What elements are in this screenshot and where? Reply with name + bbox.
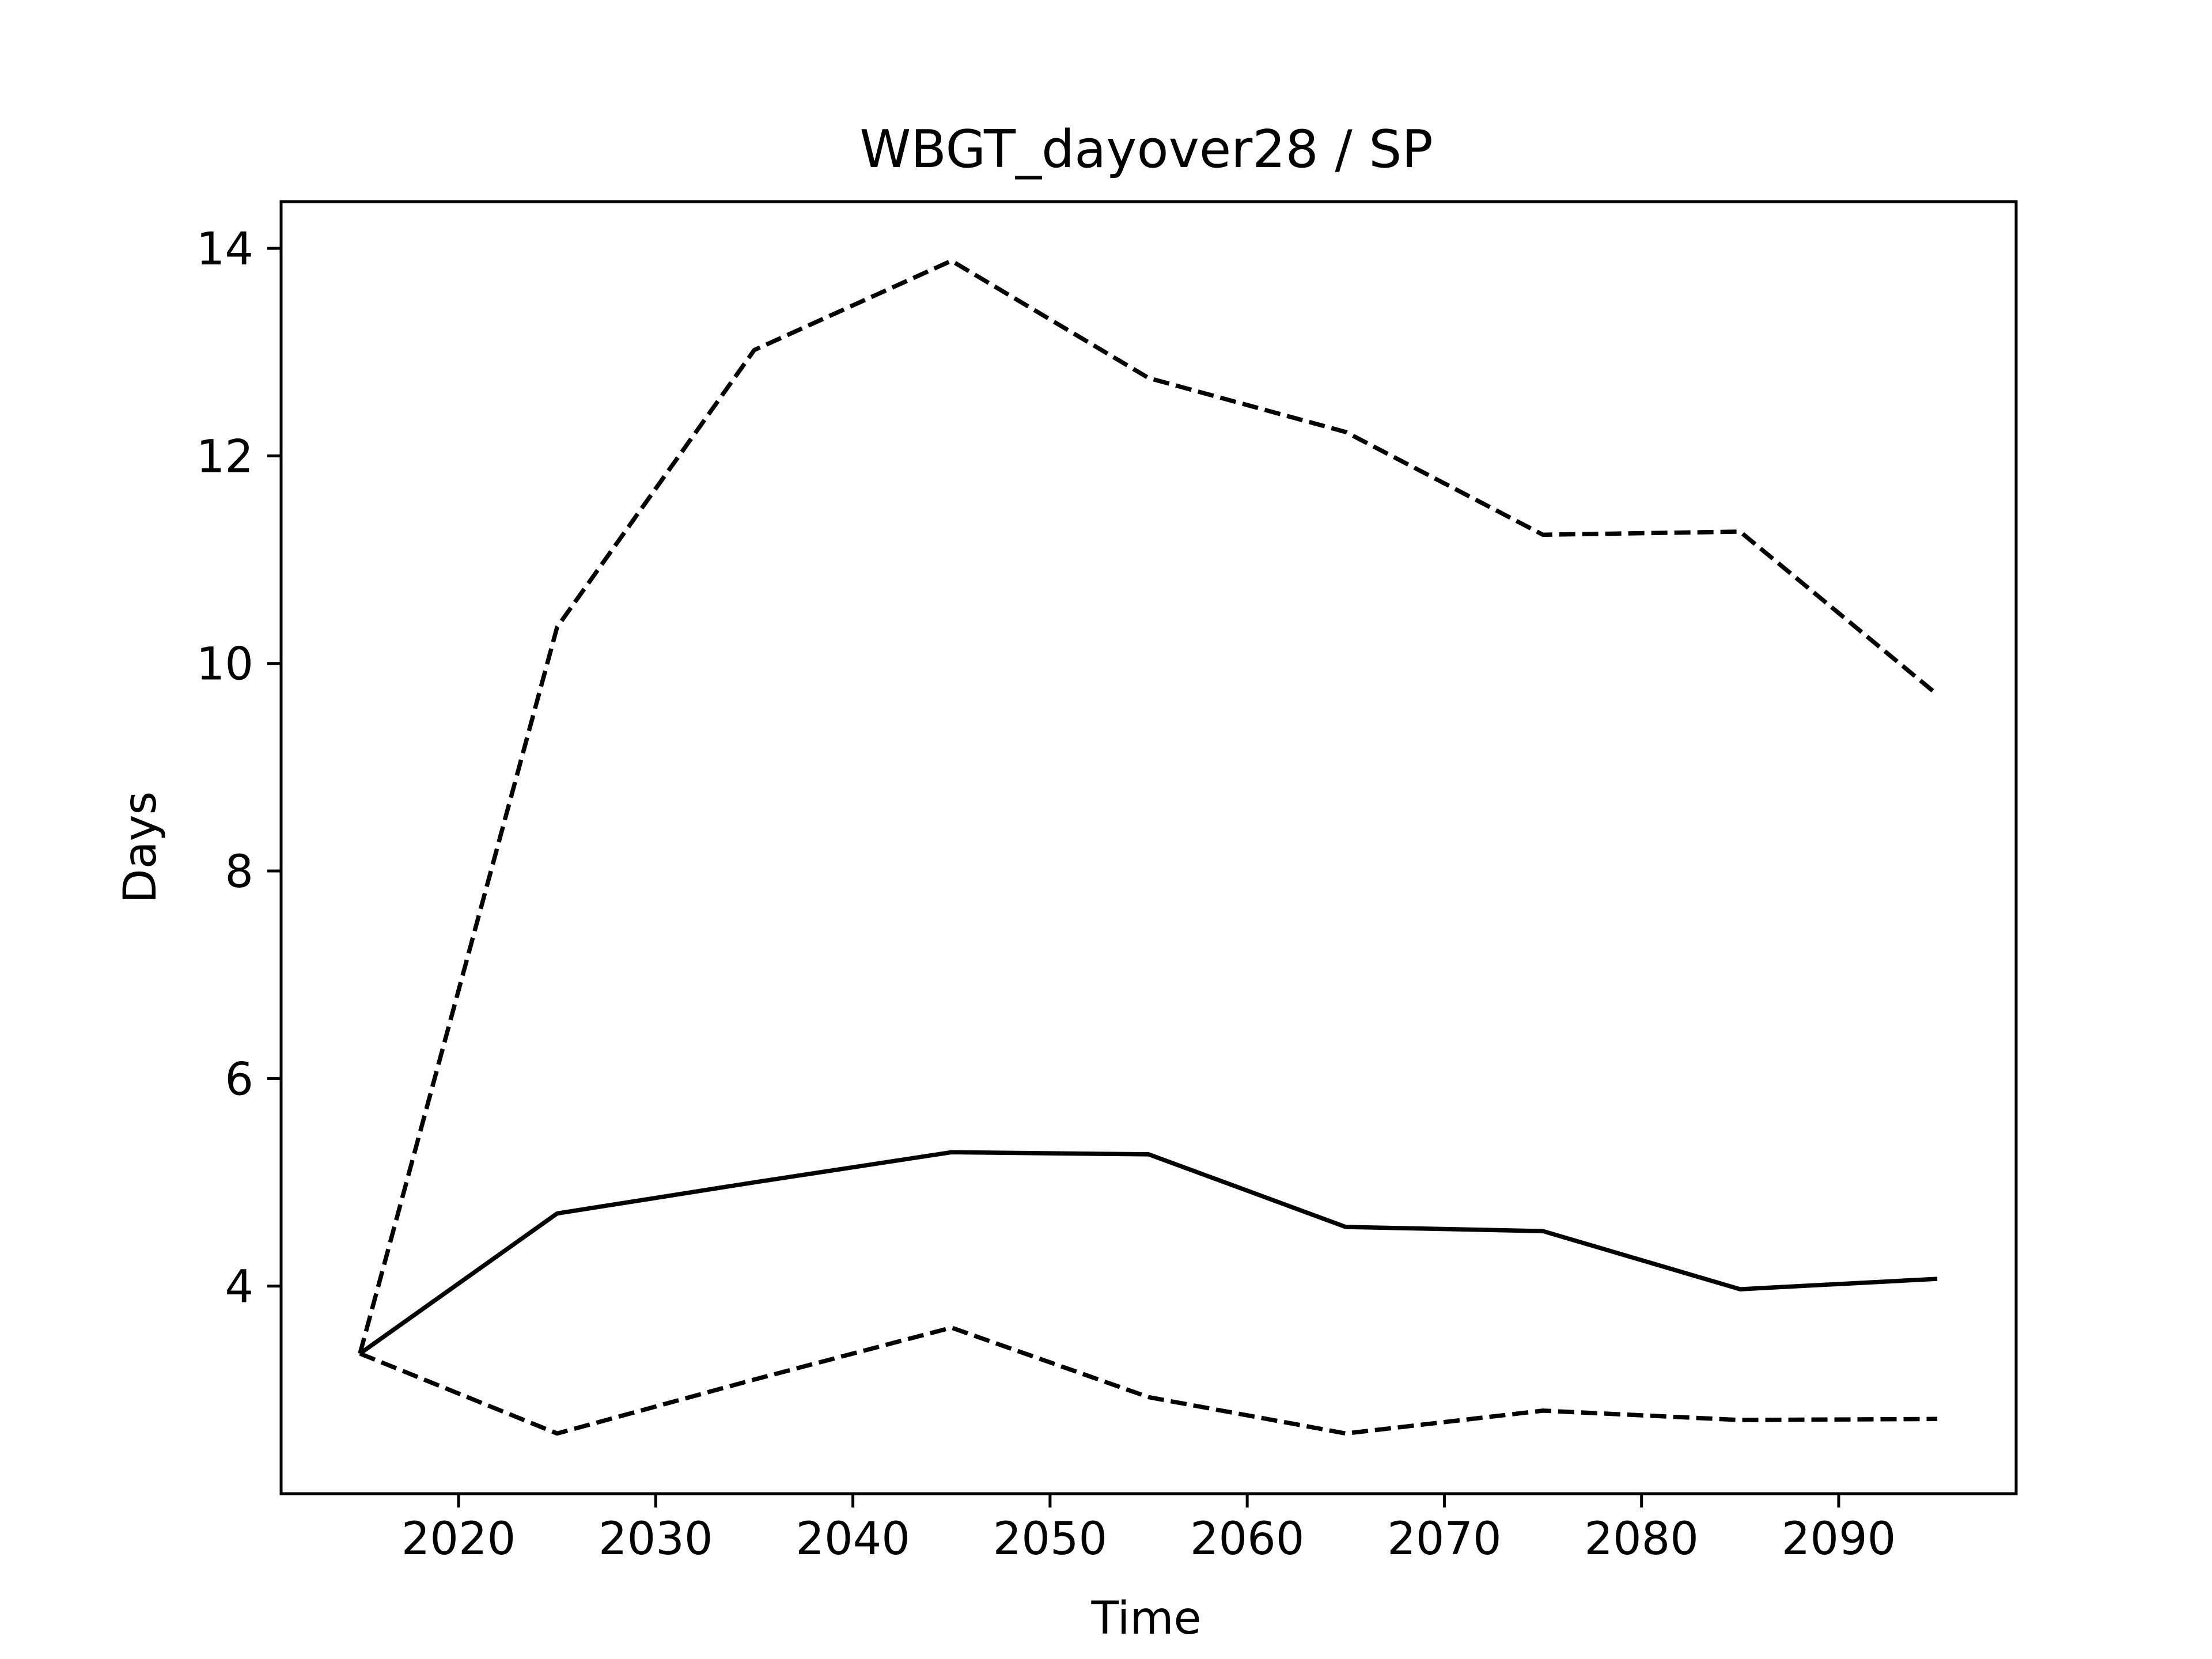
plot-area xyxy=(358,258,1939,1436)
axes-frame xyxy=(279,200,2018,1495)
y-tick-label: 4 xyxy=(225,1262,253,1313)
y-tick-label: 8 xyxy=(225,846,253,898)
x-tick-label: 2040 xyxy=(796,1513,910,1565)
y-axis-label: Days xyxy=(115,791,166,904)
series-line-lower xyxy=(359,1325,1938,1436)
x-axis-label: Time xyxy=(1091,1593,1202,1645)
x-tick-label: 2020 xyxy=(402,1513,516,1565)
y-tick-label: 12 xyxy=(196,431,253,483)
x-tick-label: 2030 xyxy=(599,1513,713,1565)
x-tick-label: 2070 xyxy=(1387,1513,1502,1565)
x-tick-label: 2050 xyxy=(993,1513,1108,1565)
x-tick-label: 2080 xyxy=(1584,1513,1699,1565)
x-tick-label: 2090 xyxy=(1782,1513,1896,1565)
y-tick-label: 10 xyxy=(196,639,253,691)
series-line-upper xyxy=(358,258,1939,1354)
y-tick-label: 6 xyxy=(225,1054,253,1105)
chart-title: WBGT_dayover28 / SP xyxy=(859,119,1433,180)
y-tick-label: 14 xyxy=(196,224,253,275)
series-line-mean xyxy=(358,1150,1938,1355)
x-axis: 2020 2030 2040 2050 2060 2070 2080 2090 xyxy=(402,1494,1896,1565)
y-axis: 4 6 8 10 12 14 xyxy=(196,224,281,1313)
x-tick-label: 2060 xyxy=(1190,1513,1305,1565)
